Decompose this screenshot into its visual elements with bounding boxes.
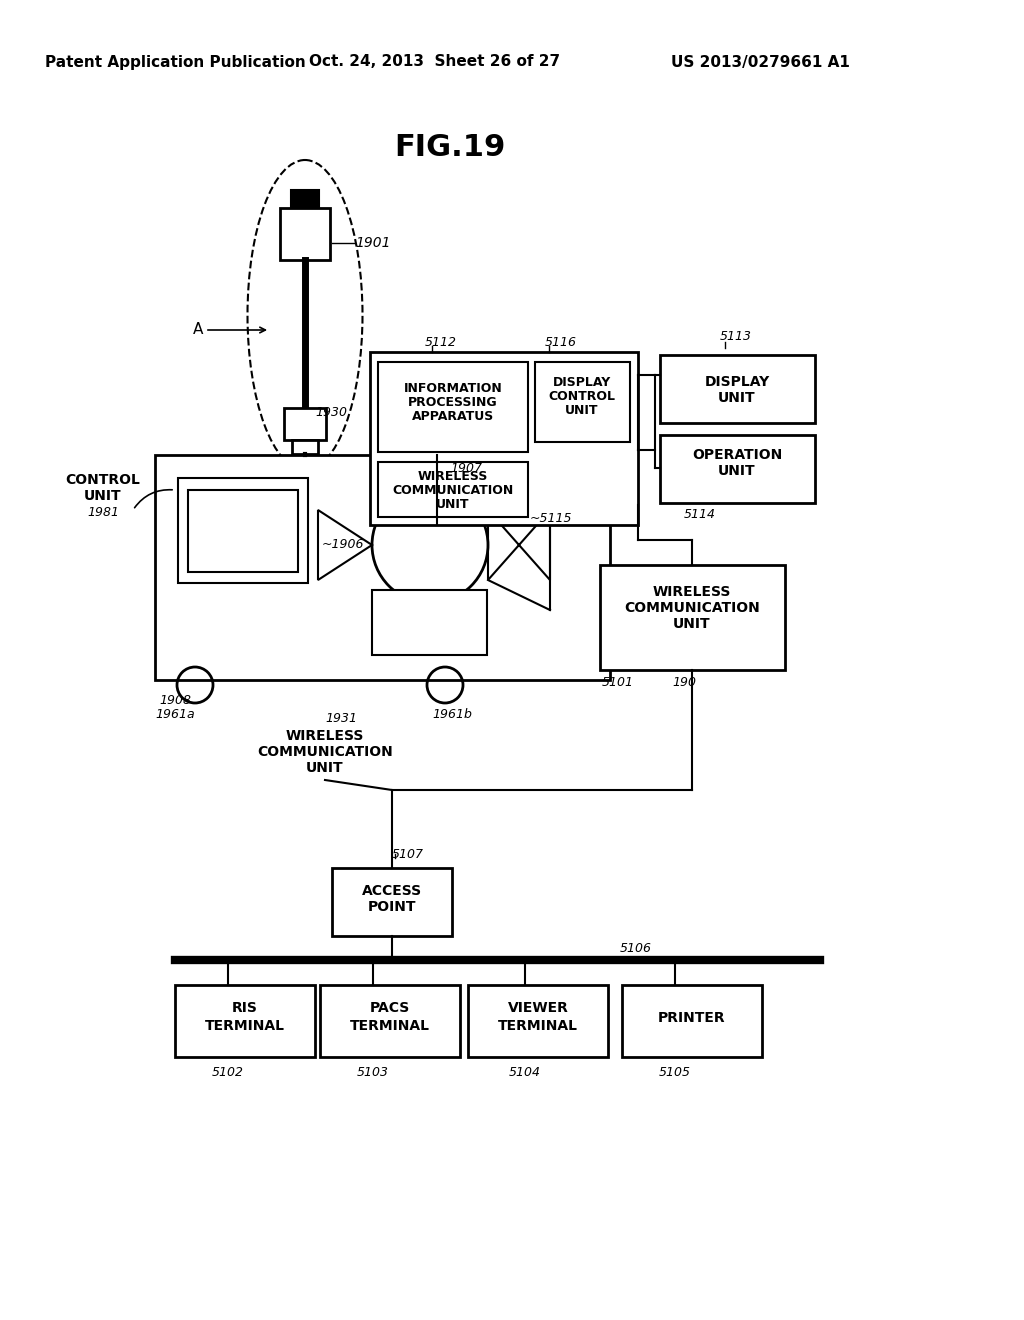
Text: Oct. 24, 2013  Sheet 26 of 27: Oct. 24, 2013 Sheet 26 of 27	[309, 54, 560, 70]
Text: VIEWER: VIEWER	[508, 1001, 568, 1015]
Text: 5112: 5112	[425, 335, 457, 348]
Bar	[378, 462, 528, 517]
Bar	[332, 869, 452, 936]
Bar	[292, 440, 318, 454]
Bar	[372, 590, 487, 655]
Text: POINT: POINT	[368, 900, 416, 913]
Bar	[660, 355, 815, 422]
Bar	[319, 985, 460, 1057]
Bar	[535, 362, 630, 442]
Text: 5107: 5107	[392, 847, 424, 861]
Text: OPERATION: OPERATION	[692, 447, 782, 462]
Text: WIRELESS: WIRELESS	[418, 470, 488, 483]
Text: PRINTER: PRINTER	[658, 1011, 726, 1026]
Text: 5106: 5106	[620, 941, 652, 954]
Text: ~5115: ~5115	[530, 512, 572, 525]
Text: 1931: 1931	[325, 711, 357, 725]
Text: INFORMATION: INFORMATION	[403, 383, 503, 396]
Text: 5113: 5113	[720, 330, 752, 343]
Text: 1961b: 1961b	[432, 709, 472, 722]
Text: UNIT: UNIT	[84, 488, 122, 503]
Bar	[284, 408, 326, 440]
Text: UNIT: UNIT	[718, 391, 756, 405]
Text: DISPLAY: DISPLAY	[705, 375, 770, 389]
Text: CONTROL: CONTROL	[549, 391, 615, 404]
Bar	[188, 490, 298, 572]
Text: TERMINAL: TERMINAL	[205, 1019, 285, 1034]
Text: Patent Application Publication: Patent Application Publication	[45, 54, 305, 70]
Text: 5104: 5104	[509, 1065, 541, 1078]
Text: 5105: 5105	[659, 1065, 691, 1078]
Text: CONTROL: CONTROL	[66, 473, 140, 487]
Text: A: A	[193, 322, 204, 338]
Bar	[178, 478, 308, 583]
Text: 1930: 1930	[315, 405, 347, 418]
Text: 1901: 1901	[355, 236, 390, 249]
Bar	[468, 985, 608, 1057]
Text: PACS: PACS	[370, 1001, 411, 1015]
Text: WIRELESS: WIRELESS	[286, 729, 365, 743]
Text: APPARATUS: APPARATUS	[412, 411, 495, 424]
Text: TERMINAL: TERMINAL	[498, 1019, 578, 1034]
Text: UNIT: UNIT	[565, 404, 599, 417]
Text: 1907: 1907	[450, 462, 482, 474]
Text: FIG.19: FIG.19	[394, 133, 506, 162]
Text: 5101: 5101	[602, 676, 634, 689]
Text: 5116: 5116	[545, 335, 577, 348]
Bar	[291, 190, 319, 209]
Text: 5114: 5114	[684, 508, 716, 521]
Text: 5103: 5103	[357, 1065, 389, 1078]
Bar	[155, 455, 610, 680]
Text: US 2013/0279661 A1: US 2013/0279661 A1	[671, 54, 850, 70]
Text: DISPLAY: DISPLAY	[553, 376, 611, 389]
Text: TERMINAL: TERMINAL	[350, 1019, 430, 1034]
Text: 5102: 5102	[212, 1065, 244, 1078]
Text: UNIT: UNIT	[436, 499, 470, 511]
Bar	[660, 436, 815, 503]
Bar	[175, 985, 315, 1057]
Bar	[378, 362, 528, 451]
Text: 190: 190	[672, 676, 696, 689]
Text: ACCESS: ACCESS	[361, 884, 422, 898]
Text: ~1906: ~1906	[322, 539, 365, 552]
Text: UNIT: UNIT	[673, 616, 711, 631]
Text: WIRELESS: WIRELESS	[653, 585, 731, 599]
Text: 1981: 1981	[87, 507, 119, 520]
Text: COMMUNICATION: COMMUNICATION	[624, 601, 760, 615]
Bar	[600, 565, 785, 671]
Text: 1961a: 1961a	[156, 709, 195, 722]
Bar	[370, 352, 638, 525]
Text: 1908: 1908	[159, 693, 191, 706]
Text: COMMUNICATION: COMMUNICATION	[392, 484, 514, 498]
Text: RIS: RIS	[232, 1001, 258, 1015]
Bar	[622, 985, 762, 1057]
Text: COMMUNICATION: COMMUNICATION	[257, 744, 393, 759]
Text: PROCESSING: PROCESSING	[409, 396, 498, 409]
Text: UNIT: UNIT	[718, 465, 756, 478]
Bar	[280, 209, 330, 260]
Text: UNIT: UNIT	[306, 762, 344, 775]
